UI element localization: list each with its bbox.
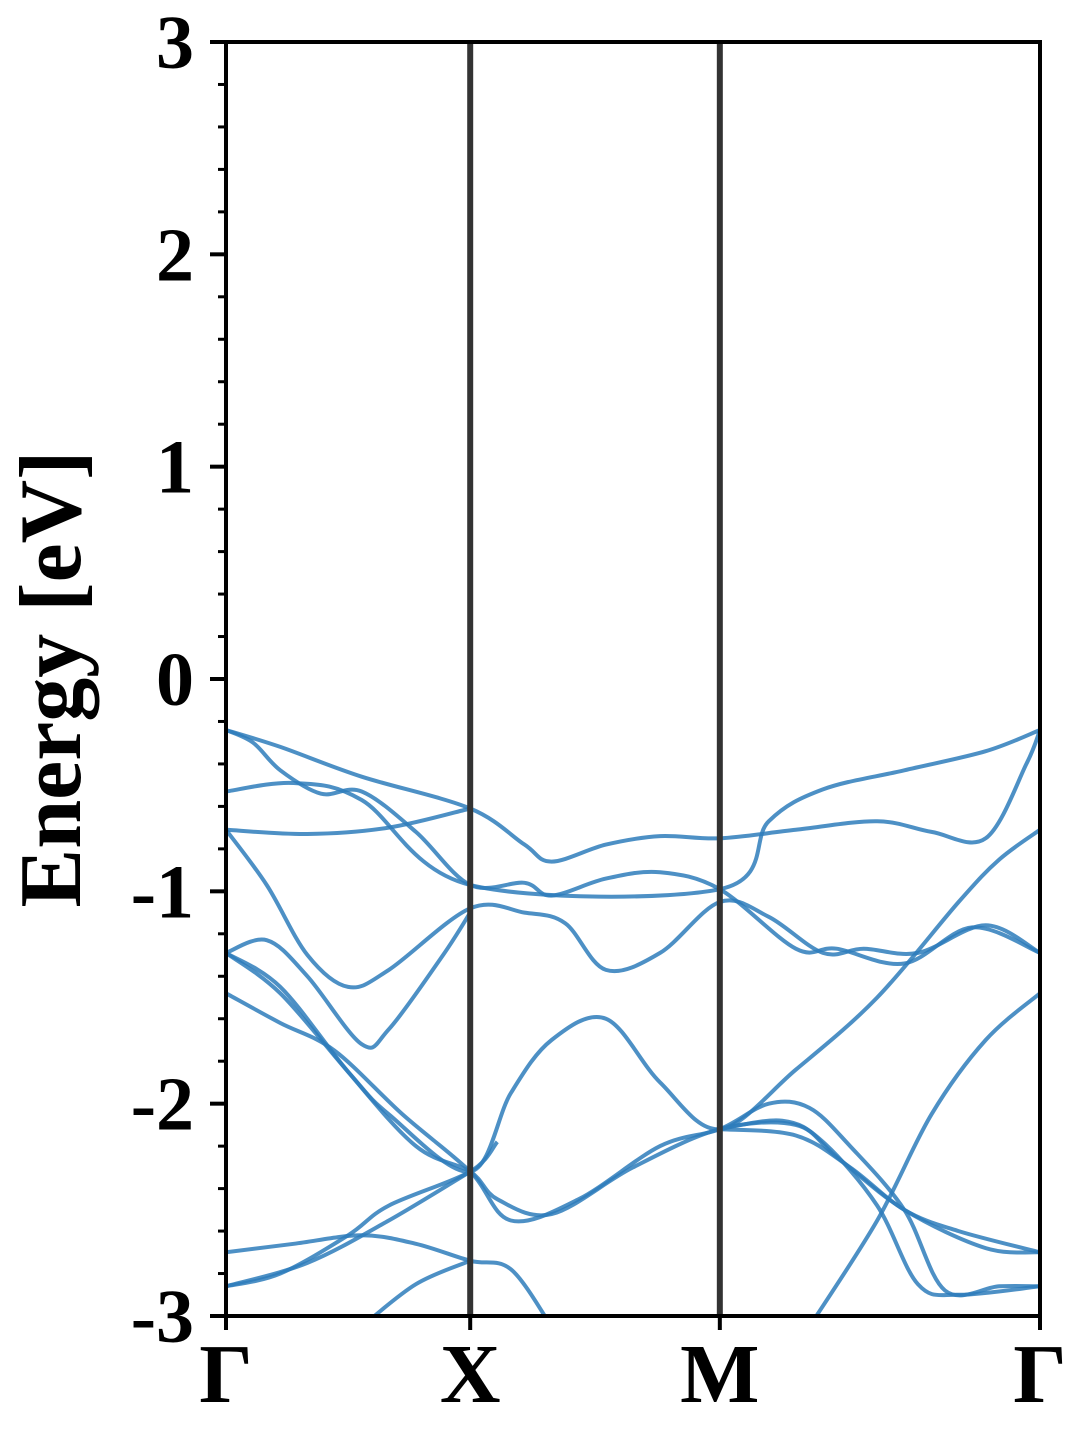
band-line-14 [813,991,1040,1316]
y-tick-label: -1 [131,850,194,934]
y-ticks: -3 -2 -1 0 1 2 3 [131,1,226,1359]
band-line-9 [226,951,1040,1255]
y-tick-label: -2 [131,1063,194,1147]
x-tick-label-M: M [680,1328,759,1421]
band-lines [226,728,1040,1316]
band-line-12 [226,1169,472,1289]
band-line-3 [226,728,1040,899]
band-line-10 [226,1233,548,1316]
band-line-2 [226,728,1040,967]
kpoint-lines [467,42,723,1316]
y-tick-label: 1 [156,426,194,510]
y-tick-label: -3 [131,1275,194,1359]
x-tick-label-X: X [440,1328,501,1421]
band-line-13 [371,1258,471,1316]
x-tick-label-Γ: Γ [1013,1328,1066,1421]
band-line-8 [226,991,1040,1298]
x-tick-label-Γ: Γ [199,1328,252,1421]
band-line-1 [226,728,1040,864]
y-tick-label: 2 [156,213,194,297]
band-line-4 [226,806,471,837]
y-axis-label: Energy [eV] [3,451,100,908]
band-line-15 [719,1127,1040,1255]
band-line-5 [226,828,1040,990]
band-line-6 [226,911,472,1050]
band-line-7 [226,828,1040,1174]
y-tick-label: 0 [156,638,194,722]
y-tick-label: 3 [156,1,194,85]
band-line-16 [719,1118,1040,1298]
axes-frame [224,40,1042,1318]
